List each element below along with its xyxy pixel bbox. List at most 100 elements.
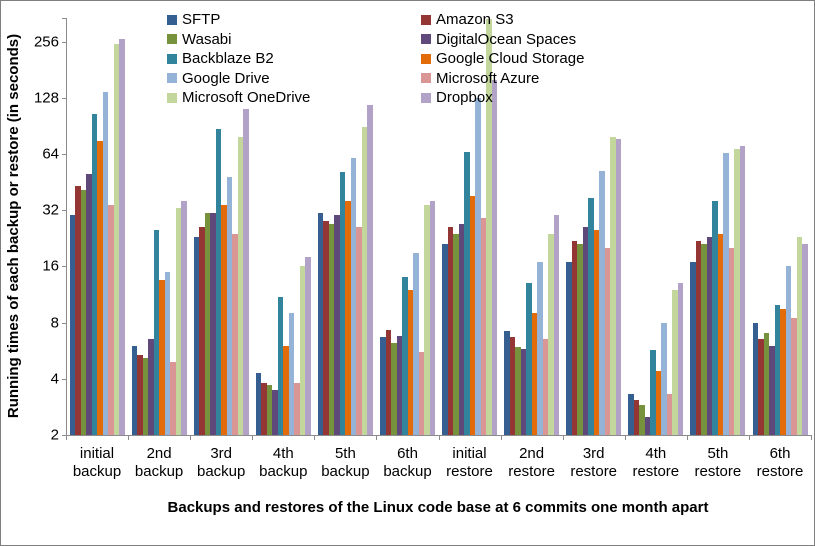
x-category-label: 4th restore (632, 445, 680, 480)
y-tick-label: 64 (42, 145, 59, 163)
y-tick-label: 32 (42, 201, 59, 219)
bar-google-cloud-storage-4th-backup (283, 345, 289, 435)
x-tickmark (748, 435, 750, 440)
bar-digitalocean-spaces-5th-restore (706, 237, 713, 435)
bar-microsoft-onedrive-4th-restore (672, 289, 678, 435)
bar-backblaze-b2-2nd-restore (526, 283, 532, 435)
bar-wasabi-4th-backup (266, 385, 273, 435)
bar-microsoft-azure-4th-restore (666, 394, 673, 435)
bar-backblaze-b2-6th-backup (402, 277, 408, 435)
bar-amazon-s3-2nd-backup (137, 354, 143, 435)
y-tick-label: 256 (33, 33, 59, 51)
x-category-label: 3rd backup (197, 445, 246, 480)
bar-google-cloud-storage-3rd-restore (593, 230, 600, 435)
bar-sftp-2nd-restore (504, 331, 510, 435)
legend-swatch-wasabi (167, 34, 177, 45)
legend-label: Backblaze B2 (182, 50, 274, 68)
bar-amazon-s3-initial-backup (75, 186, 81, 435)
bar-google-drive-5th-backup (350, 157, 357, 435)
bar-wasabi-5th-restore (701, 244, 707, 435)
y-tickmark (62, 97, 67, 99)
bar-google-drive-3rd-restore (599, 170, 605, 435)
bar-google-cloud-storage-5th-restore (717, 233, 724, 435)
bar-dropbox-2nd-restore (553, 215, 560, 435)
bar-microsoft-onedrive-3rd-backup (237, 136, 244, 435)
legend-google-cloud-storage: Google Cloud Storage (421, 49, 584, 68)
bar-microsoft-onedrive-5th-backup (361, 127, 368, 435)
x-category-label: 6th restore (756, 445, 804, 480)
bar-digitalocean-spaces-4th-backup (272, 389, 278, 435)
y-tickmark (62, 322, 67, 324)
bar-amazon-s3-5th-restore (695, 240, 702, 435)
bar-dropbox-4th-backup (305, 256, 311, 435)
legend-microsoft-onedrive: Microsoft OneDrive (167, 88, 310, 107)
y-tick-label: 2 (50, 426, 59, 444)
y-tick-label: 16 (42, 257, 59, 275)
bar-google-cloud-storage-6th-restore (780, 308, 786, 435)
bar-microsoft-onedrive-initial-backup (113, 43, 119, 435)
bar-amazon-s3-3rd-backup (199, 227, 205, 435)
x-category-label: 6th backup (383, 445, 432, 480)
bar-amazon-s3-4th-backup (261, 383, 267, 435)
x-category-label: 3rd restore (570, 445, 618, 480)
bar-amazon-s3-4th-restore (633, 399, 640, 435)
x-tickmark (624, 435, 626, 440)
bar-wasabi-4th-restore (639, 404, 645, 435)
legend-label: Google Cloud Storage (436, 50, 585, 68)
legend-swatch-microsoft-onedrive (167, 92, 177, 103)
bar-sftp-3rd-backup (193, 237, 200, 435)
bar-microsoft-azure-6th-backup (418, 351, 424, 435)
bar-google-drive-6th-backup (413, 252, 419, 435)
legend-swatch-microsoft-azure (421, 73, 431, 84)
bar-microsoft-onedrive-initial-restore (486, 18, 492, 435)
x-tickmark (500, 435, 502, 440)
y-tickmark (62, 154, 67, 155)
bar-sftp-5th-restore (690, 261, 696, 435)
bar-microsoft-azure-3rd-restore (604, 248, 611, 435)
bar-amazon-s3-initial-restore (447, 227, 453, 435)
bar-microsoft-azure-2nd-backup (170, 362, 176, 435)
bar-google-drive-initial-backup (102, 92, 108, 435)
bar-microsoft-azure-6th-restore (791, 317, 797, 435)
bar-dropbox-initial-backup (119, 38, 125, 435)
bar-microsoft-azure-initial-restore (480, 218, 486, 435)
x-category-label: 4th backup (259, 445, 308, 480)
bar-amazon-s3-6th-restore (758, 339, 764, 435)
bar-sftp-6th-restore (752, 322, 758, 435)
y-tickmark (62, 378, 67, 380)
bar-dropbox-4th-restore (677, 283, 684, 435)
bar-google-drive-5th-restore (723, 152, 729, 435)
legend-swatch-digitalocean-spaces (421, 34, 431, 45)
bar-dropbox-3rd-backup (243, 109, 249, 435)
x-category-label: initial restore (446, 445, 493, 480)
bar-sftp-initial-restore (442, 244, 448, 435)
bar-amazon-s3-2nd-restore (509, 337, 516, 435)
y-axis-line (66, 18, 67, 436)
x-tickmark (128, 435, 130, 440)
legend-label: Wasabi (182, 30, 232, 48)
y-tick-label: 8 (50, 314, 59, 332)
bar-wasabi-6th-backup (391, 343, 397, 435)
x-tickmark (686, 435, 688, 440)
bar-wasabi-2nd-backup (142, 357, 149, 435)
bar-amazon-s3-6th-backup (385, 330, 391, 435)
legend-swatch-dropbox (421, 92, 431, 103)
bar-dropbox-3rd-restore (615, 139, 622, 435)
x-tickmark (252, 435, 254, 440)
bar-microsoft-onedrive-6th-restore (796, 237, 802, 435)
bar-microsoft-azure-initial-backup (108, 205, 114, 435)
x-tickmark (66, 435, 67, 440)
y-tickmark (62, 41, 67, 43)
bar-microsoft-onedrive-2nd-backup (175, 207, 182, 435)
bar-sftp-2nd-backup (131, 345, 138, 435)
bar-digitalocean-spaces-6th-restore (769, 345, 775, 435)
bar-sftp-6th-backup (380, 337, 386, 435)
bar-dropbox-5th-restore (739, 145, 746, 435)
bar-dropbox-6th-backup (429, 200, 435, 435)
legend-label: Amazon S3 (436, 11, 514, 28)
legend-label: SFTP (182, 11, 221, 28)
bar-backblaze-b2-6th-restore (774, 304, 780, 435)
bar-microsoft-azure-2nd-restore (542, 339, 549, 435)
bar-wasabi-3rd-backup (204, 212, 211, 435)
bar-microsoft-azure-5th-backup (356, 227, 362, 435)
